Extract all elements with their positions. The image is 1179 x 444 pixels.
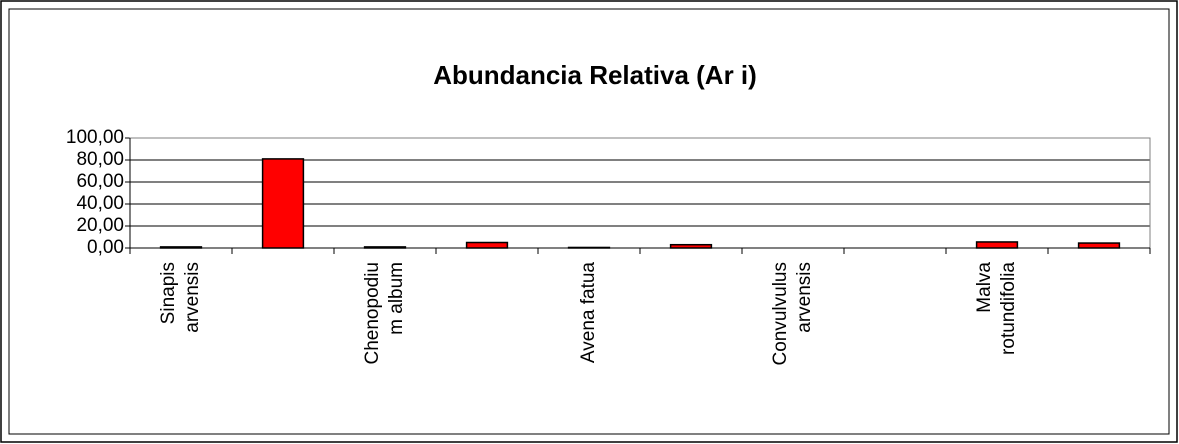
bar	[975, 241, 1019, 249]
chart-title: Abundancia Relativa (Ar i)	[433, 60, 757, 90]
bar	[669, 243, 713, 249]
x-tick-label: Avena fatua	[578, 262, 599, 364]
x-tick-label: Convulvulus arvensis	[770, 262, 815, 366]
y-tick-label: 100,00	[66, 127, 124, 148]
x-tick-label: Chenopodium album	[362, 262, 407, 365]
bar	[159, 246, 203, 249]
y-tick-label: 0,00	[87, 237, 124, 258]
bar	[261, 158, 305, 249]
y-tick-label: 60,00	[76, 171, 124, 192]
chart-frame	[8, 8, 1170, 435]
bar	[363, 246, 407, 249]
x-tick-label: Sinapis arvensis	[158, 262, 203, 333]
bar	[567, 246, 611, 249]
bar	[1077, 242, 1121, 249]
y-tick-label: 40,00	[76, 193, 124, 214]
y-tick-label: 20,00	[76, 215, 124, 236]
y-tick-label: 80,00	[76, 149, 124, 170]
bar	[465, 241, 509, 249]
x-tick-label: Malva rotundifolia	[974, 262, 1019, 355]
